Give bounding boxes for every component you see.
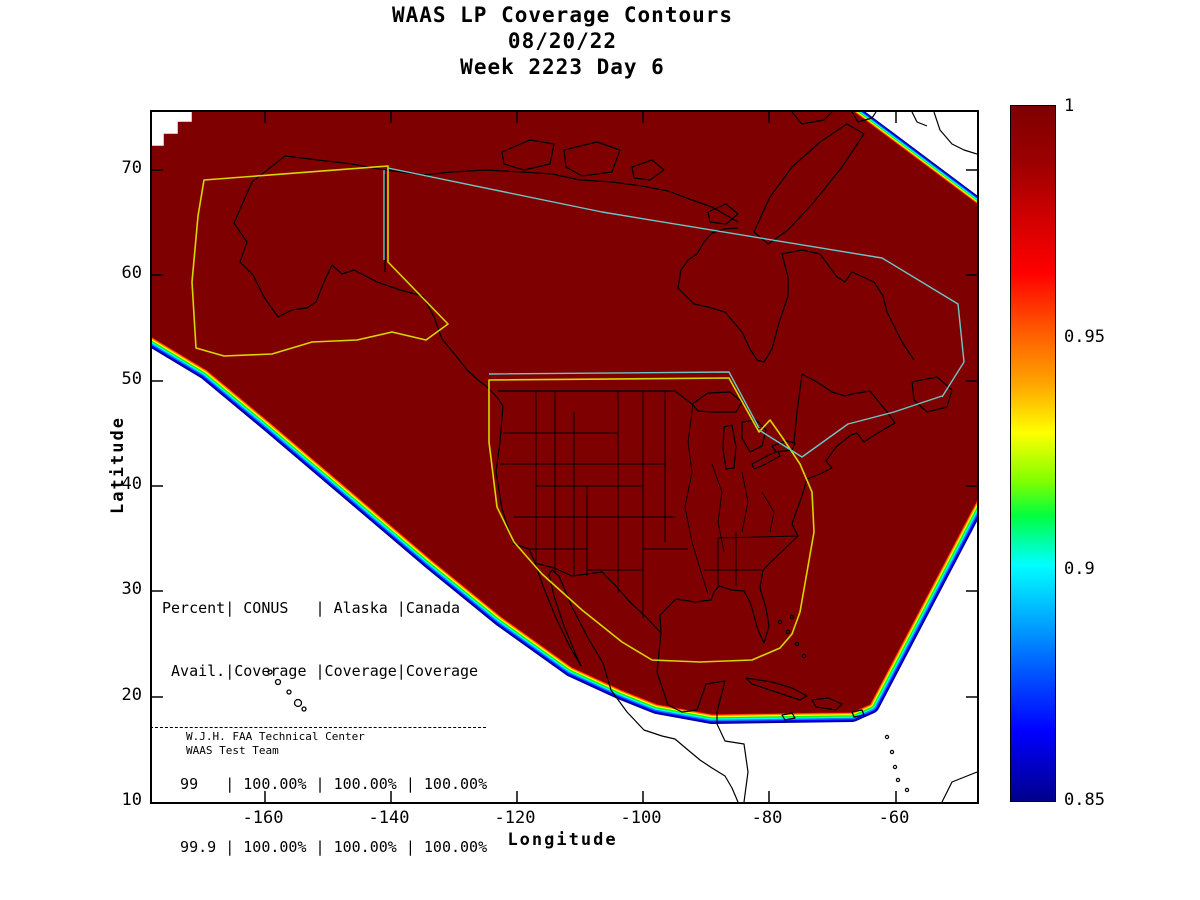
y-tick-label: 10 <box>121 790 142 810</box>
credit-line-2: WAAS Test Team <box>186 744 279 757</box>
y-tick-label: 30 <box>121 579 142 599</box>
x-tick-label: -80 <box>751 808 783 828</box>
state-boundaries <box>500 391 799 618</box>
x-tick-label: -60 <box>878 808 910 828</box>
colorbar-tick-label: 0.9 <box>1064 559 1095 579</box>
availability-table-row-99: 99 | 100.00% | 100.00% | 100.00% <box>162 775 488 793</box>
colorbar-tick-label: 0.95 <box>1064 327 1105 347</box>
coverage-map-svg <box>152 112 977 802</box>
chart-week-day: Week 2223 Day 6 <box>460 55 665 79</box>
x-tick-label: -100 <box>620 808 662 828</box>
availability-table-divider <box>150 727 486 728</box>
chart-title: WAAS LP Coverage Contours <box>391 3 734 27</box>
hawaii-islands <box>267 669 307 712</box>
plot-area <box>150 110 979 804</box>
y-tick-label: 50 <box>121 369 142 389</box>
credit-text: W.J.H. FAA Technical Center WAAS Test Te… <box>186 730 365 758</box>
y-tick-label: 20 <box>121 685 142 705</box>
coastlines <box>233 112 977 802</box>
availability-table-row-99-9: 99.9 | 100.00% | 100.00% | 100.00% <box>162 838 488 856</box>
y-axis-label: Latitude <box>108 416 128 514</box>
canada-boundary-cyan <box>383 167 965 458</box>
y-tick-label: 70 <box>121 158 142 178</box>
conus-alaska-boundary-yellow <box>191 165 815 663</box>
x-tick-label: -140 <box>368 808 410 828</box>
y-tick-label: 60 <box>121 263 142 283</box>
colorbar <box>1010 105 1056 802</box>
colorbar-tick-label: 0.85 <box>1064 790 1105 810</box>
y-tick-label: 40 <box>121 474 142 494</box>
colorbar-tick-label: 1 <box>1064 96 1075 116</box>
credit-line-1: W.J.H. FAA Technical Center <box>186 730 365 743</box>
availability-table-header-1: Percent| CONUS | Alaska |Canada <box>162 599 461 617</box>
x-axis-label: Longitude <box>507 830 618 850</box>
chart-date: 08/20/22 <box>507 29 618 53</box>
availability-table-header-2: Avail.|Coverage |Coverage|Coverage <box>162 662 479 680</box>
chart-title-block: WAAS LP Coverage Contours 08/20/22 Week … <box>150 2 975 80</box>
island-dots <box>777 614 910 793</box>
x-tick-label: -160 <box>242 808 284 828</box>
x-tick-label: -120 <box>494 808 536 828</box>
coverage-region <box>152 112 977 715</box>
axis-tick-marks <box>152 112 977 802</box>
availability-table-overlay: Percent| CONUS | Alaska |Canada Avail.|C… <box>150 556 488 900</box>
